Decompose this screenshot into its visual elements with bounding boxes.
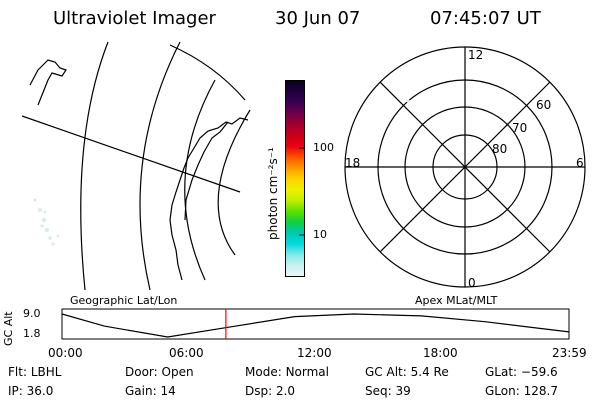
map-coastline <box>184 121 229 221</box>
status-field: Mode: Normal <box>245 365 329 379</box>
geographic-map <box>21 41 251 290</box>
timeline-x-tick: 06:00 <box>169 346 204 360</box>
status-field: Gain: 14 <box>125 384 176 398</box>
timeline-x-tick: 00:00 <box>48 346 83 360</box>
map-latitude-arc <box>139 41 181 290</box>
lat-label-70: 70 <box>512 121 528 135</box>
mlt-label-6: 6 <box>576 156 584 170</box>
time-label: 07:45:07 UT <box>430 8 541 29</box>
timeline-right-label: Apex MLat/MLT <box>415 294 498 307</box>
colorbar-unit-label: photon cm⁻²s⁻¹ <box>266 147 280 240</box>
aurora-speckle <box>33 198 60 246</box>
lat-label-80: 80 <box>492 142 508 156</box>
timeline-y-tick: 1.8 <box>23 327 41 340</box>
lat-label-60: 60 <box>536 98 552 112</box>
polar-plot <box>344 46 586 288</box>
colorbar-tick-label: 100 <box>313 141 334 154</box>
status-field: GLon: 128.7 <box>485 384 558 398</box>
mlt-label-18: 18 <box>345 156 361 170</box>
altitude-timeline <box>61 308 570 340</box>
status-field: Dsp: 2.0 <box>245 384 296 398</box>
timeline-frame <box>61 308 570 340</box>
map-latitude-arc <box>184 79 216 281</box>
mlt-label-0: 0 <box>468 276 476 290</box>
altitude-series-line <box>61 313 570 338</box>
timeline-y-tick: 9.0 <box>23 307 41 320</box>
instrument-title: Ultraviolet Imager <box>53 8 216 29</box>
colorbar <box>285 80 305 277</box>
mlt-label-12: 12 <box>468 48 484 62</box>
status-field: IP: 36.0 <box>8 384 54 398</box>
timeline-x-tick: 12:00 <box>297 346 332 360</box>
timeline-left-label: Geographic Lat/Lon <box>70 294 178 307</box>
map-longitude-line <box>21 115 241 193</box>
polar-diagonal <box>379 81 551 253</box>
status-field: Seq: 39 <box>365 384 411 398</box>
aurora-speckle <box>406 99 410 103</box>
map-latitude-arc <box>217 109 251 256</box>
status-field: Flt: LBHL <box>8 365 62 379</box>
timeline-x-tick: 18:00 <box>423 346 458 360</box>
timeline-x-tick: 23:59 <box>552 346 587 360</box>
map-latitude-arc <box>80 41 109 290</box>
status-field: Door: Open <box>125 365 194 379</box>
date-label: 30 Jun 07 <box>275 8 361 29</box>
status-field: GC Alt: 5.4 Re <box>365 365 449 379</box>
map-coastline <box>29 59 67 106</box>
colorbar-tick-label: 10 <box>313 228 327 241</box>
map-latitude-arc <box>169 44 246 101</box>
colorbar-ticks <box>299 147 305 236</box>
status-field: GLat: −59.6 <box>485 365 558 379</box>
